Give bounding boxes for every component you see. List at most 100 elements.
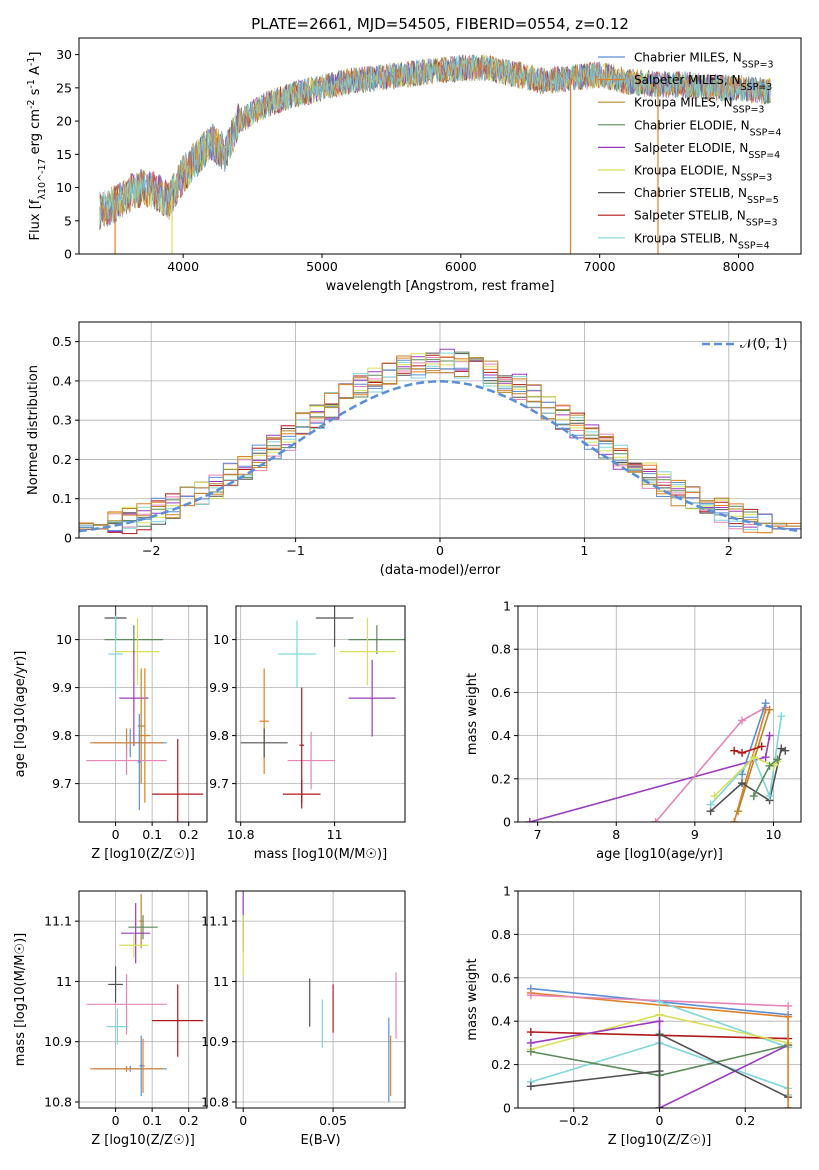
- y-tick-label: 9.8: [52, 728, 72, 743]
- label-part: age [log10(age/yr)]: [13, 651, 28, 778]
- y-axis-label: mass [log10(M/M☉)]: [13, 933, 28, 1066]
- label-part: Z [log10(Z/Z☉)]: [91, 847, 195, 862]
- series-line: [710, 716, 783, 806]
- y-tick-label: 0: [64, 247, 72, 262]
- x-tick-label: 0: [239, 1113, 247, 1128]
- y-axis-label: Flux [fλ10^-17 erg cm-2 s-1 A-1]: [26, 52, 48, 241]
- y-tick-label: 10.9: [44, 1034, 72, 1049]
- y-tick-label: 11.1: [201, 914, 229, 929]
- label-part: Salpeter MILES, N: [634, 73, 741, 87]
- axes-frame: [78, 890, 208, 1109]
- x-tick-label: 4000: [167, 259, 199, 274]
- histogram-steps: [79, 356, 801, 534]
- series-marker: [777, 712, 786, 721]
- x-tick-label: 6000: [445, 259, 477, 274]
- y-tick-label: 0.4: [52, 373, 72, 388]
- y-tick-label: 11.1: [44, 914, 72, 929]
- y-tick-label: 10: [213, 632, 229, 647]
- series-marker: [734, 807, 743, 816]
- x-tick-label: 0.1: [142, 827, 162, 842]
- x-tick-label: 8000: [723, 259, 755, 274]
- y-tick-label: 0.3: [52, 413, 72, 428]
- x-axis-label: Z [log10(Z/Z☉)]: [608, 1133, 712, 1148]
- label-part: ]: [28, 52, 43, 57]
- y-tick-label: 0.4: [491, 1014, 511, 1029]
- series-marker: [526, 991, 535, 1000]
- axes-frame: [517, 890, 802, 1109]
- label-superscript: -1: [26, 57, 37, 66]
- legend-entry: Salpeter MILES, NSSP=3: [634, 73, 772, 93]
- series-marker: [706, 800, 715, 809]
- label-part: mass weight: [465, 673, 480, 755]
- x-axis-label: mass [log10(M/M☉)]: [254, 847, 387, 862]
- histogram-steps: [79, 355, 801, 527]
- series-line: [733, 709, 767, 822]
- axes-frame: [235, 605, 406, 823]
- y-axis-label: mass weight: [465, 673, 480, 755]
- label-part: Z [log10(Z/Z☉)]: [91, 1133, 195, 1148]
- y-tick-label: 0.2: [491, 1057, 511, 1072]
- figure-title: PLATE=2661, MJD=54505, FIBERID=0554, z=0…: [251, 15, 629, 33]
- label-part: Kroupa STELIB, N: [634, 231, 738, 245]
- x-tick-label: 0.2: [179, 827, 199, 842]
- series-line: [659, 1000, 789, 1048]
- label-part: Chabrier ELODIE, N: [634, 118, 750, 132]
- Z-age-panel: 0 0.1 0.2 9.7 9.8 9.9 10 Z [log10(Z/Z☉)] age [lo…: [13, 605, 208, 862]
- x-axis-label: Z [log10(Z/Z☉)]: [91, 847, 195, 862]
- series-marker: [761, 753, 770, 762]
- series-line: [713, 756, 778, 797]
- label-part: E(B-V): [300, 1133, 340, 1148]
- y-tick-label: 0.4: [491, 728, 511, 743]
- series-marker: [738, 748, 747, 757]
- EBV-mass-panel: 0 0.05 10.8 10.9 11 11.1 E(B-V): [201, 890, 406, 1148]
- series-marker: [784, 1012, 793, 1021]
- x-tick-label: 10: [766, 827, 782, 842]
- label-subscript: SSP=4: [738, 240, 770, 251]
- x-tick-label: 0: [656, 1113, 664, 1128]
- series-marker: [526, 1082, 535, 1091]
- axes-frame: [78, 321, 802, 539]
- label-part: A: [28, 66, 43, 79]
- y-tick-label: 0.6: [491, 685, 511, 700]
- axes-frame: [78, 37, 802, 255]
- label-subscript: SSP=4: [750, 127, 782, 138]
- y-tick-label: 0.6: [491, 970, 511, 985]
- series-marker: [784, 1002, 793, 1011]
- x-tick-label: 1: [580, 543, 588, 558]
- label-part: erg cm: [28, 109, 43, 158]
- label-part: Salpeter ELODIE, N: [634, 141, 748, 155]
- spectrum-panel: 4000 5000 6000 7000 8000 0 5 10 15 20 25 30 waveleng…: [26, 37, 802, 294]
- label-subscript: SSP=3: [746, 217, 778, 228]
- y-axis-label: age [log10(age/yr)]: [13, 651, 28, 778]
- x-tick-label: 0.2: [179, 1113, 199, 1128]
- y-tick-label: 9.9: [209, 680, 229, 695]
- series-marker: [525, 818, 534, 822]
- x-tick-label: 9: [691, 827, 699, 842]
- normal-reference-curve: [79, 379, 801, 533]
- series-marker: [761, 699, 770, 708]
- y-tick-label: 25: [56, 80, 72, 95]
- series-marker: [773, 755, 782, 764]
- label-subscript: λ10^-17: [37, 158, 48, 199]
- axes-frame: [517, 605, 802, 823]
- x-tick-label: 7000: [584, 259, 616, 274]
- x-tick-label: 0.1: [142, 1113, 162, 1128]
- y-tick-label: 0.2: [52, 452, 72, 467]
- y-tick-label: 9.9: [52, 680, 72, 695]
- label-part: Normed distribution: [26, 365, 41, 495]
- y-tick-label: 5: [64, 213, 72, 228]
- label-part: Flux [f: [28, 199, 43, 240]
- series-marker: [765, 731, 774, 740]
- y-tick-label: 10.8: [201, 1094, 229, 1109]
- label-part: wavelength [Angstrom, rest frame]: [326, 279, 555, 294]
- y-tick-label: 10.9: [201, 1034, 229, 1049]
- series-marker: [738, 779, 747, 788]
- series-line: [741, 702, 767, 775]
- label-part: mass weight: [465, 958, 480, 1040]
- series-marker: [765, 792, 774, 801]
- plot-area: [240, 606, 405, 809]
- y-tick-label: 10: [56, 180, 72, 195]
- series-marker: [730, 746, 739, 755]
- y-tick-label: 20: [56, 114, 72, 129]
- label-part: Chabrier STELIB, N: [634, 186, 747, 200]
